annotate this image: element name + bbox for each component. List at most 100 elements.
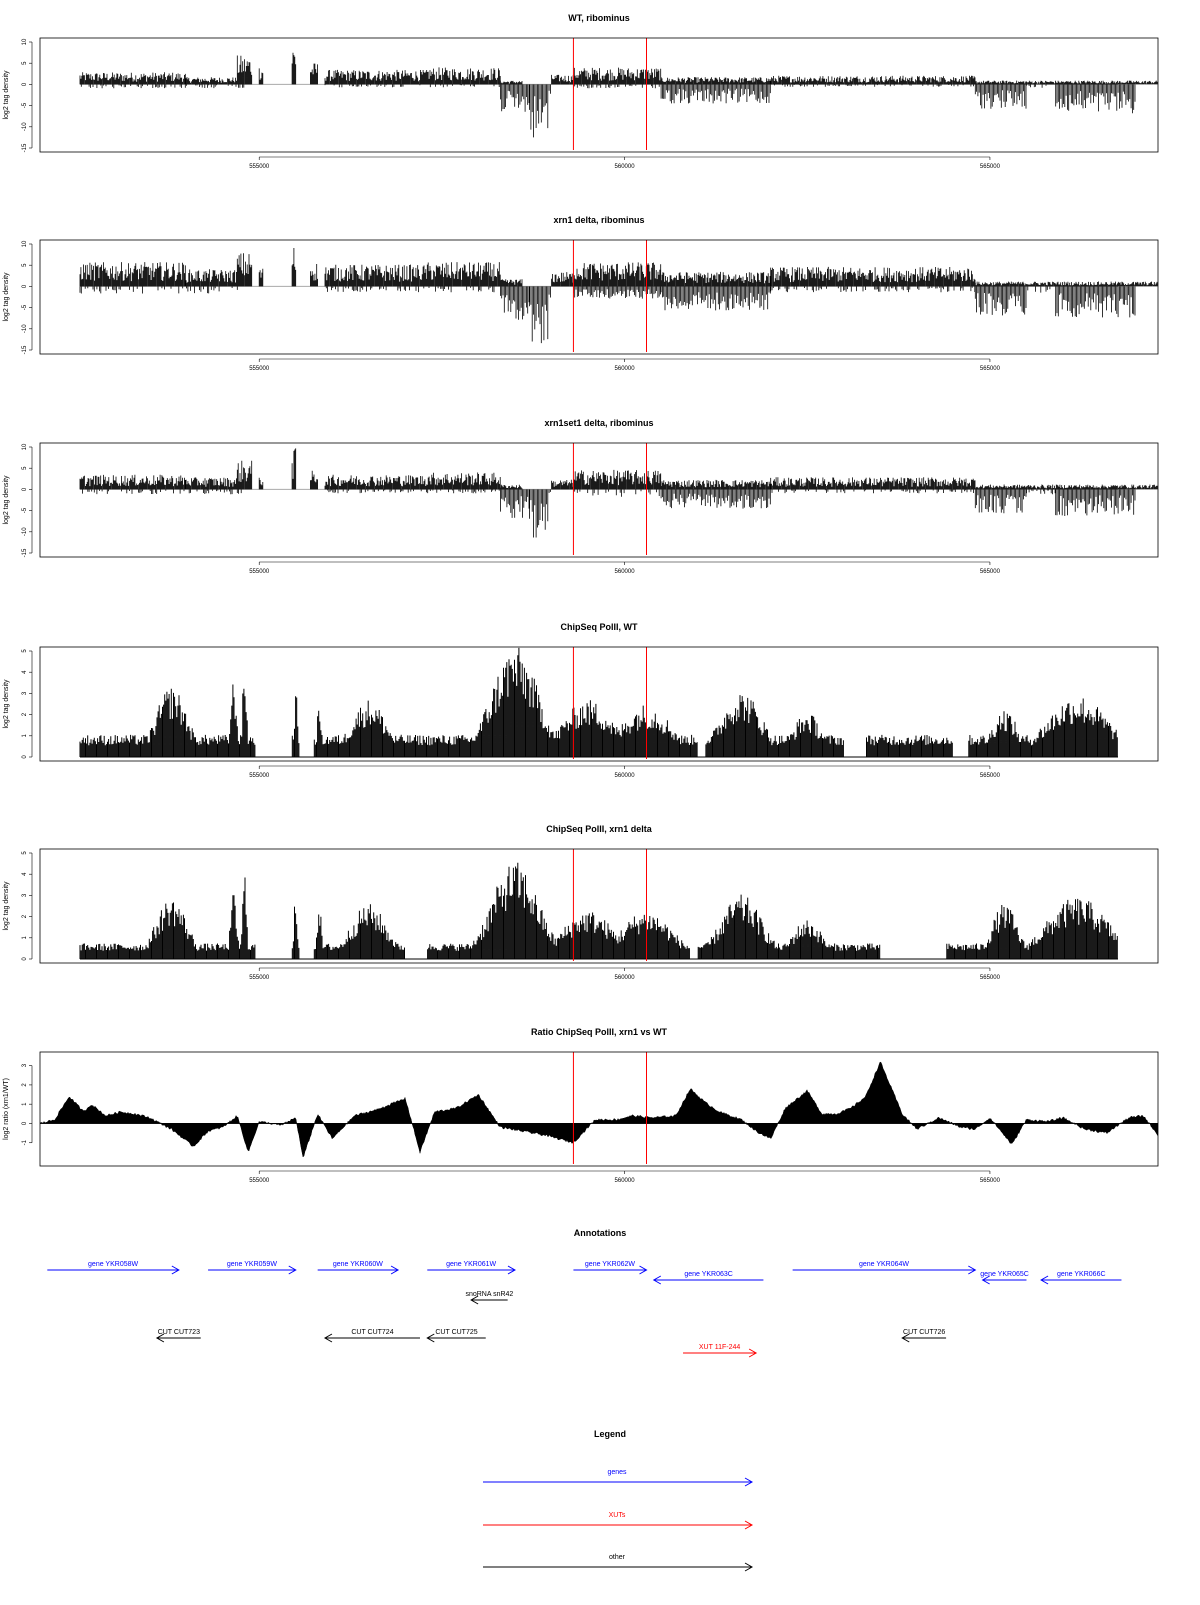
y-tick-label: -5 (22, 102, 28, 108)
chart-panel-4: ChipSeq PolII, WT log2 tag density 0 1 2 3 4 55… (3, 622, 1159, 779)
arrow-head (639, 1265, 648, 1275)
arrow-head (981, 1275, 990, 1285)
chart-panel-3: xrn1set1 delta, ribominus log2 tag densit… (3, 418, 1159, 575)
y-tick-label: 3 (22, 893, 28, 897)
arrow-head (901, 1333, 910, 1343)
x-tick-label: 565000 (980, 1178, 1001, 1184)
annotations-panel: Annotations gene YKR058W gene YKR059W gene … (47, 1228, 1122, 1358)
other-feature: CUT CUT725 (426, 1329, 486, 1343)
x-tick-label: 560000 (615, 569, 636, 575)
y-axis-label: log2 tag density (3, 475, 10, 525)
gene-feature: gene YKR064W (792, 1261, 977, 1275)
arrow-head (744, 1520, 754, 1530)
plot-frame (39, 848, 1159, 964)
y-tick-label: 1 (22, 733, 28, 737)
y-tick-label: 3 (22, 691, 28, 695)
y-tick-label: 2 (22, 1083, 28, 1087)
chart-title: ChipSeq PolII, WT (561, 622, 638, 632)
y-tick-label: 0 (22, 755, 28, 759)
y-tick-label: 5 (22, 466, 28, 470)
y-tick-label: -15 (22, 345, 28, 354)
legend: Legend genes XUTs other (483, 1429, 754, 1572)
x-axis: 555000 560000 565000 (249, 358, 1001, 372)
x-tick-label: 560000 (615, 164, 636, 170)
legend-item-label: XUTs (609, 1512, 626, 1519)
x-tick-label: 555000 (249, 569, 270, 575)
negative-strand-bars (80, 84, 1136, 138)
other-label: CUT CUT723 (158, 1329, 200, 1336)
y-tick-label: -5 (22, 304, 28, 310)
gene-label: gene YKR059W (227, 1261, 277, 1268)
y-tick-label: 5 (22, 61, 28, 65)
other-label: CUT CUT724 (351, 1329, 393, 1336)
x-axis: 555000 560000 565000 (249, 561, 1001, 575)
chart-title: WT, ribominus (568, 13, 630, 23)
gene-label: gene YKR061W (446, 1261, 496, 1268)
x-tick-label: 555000 (249, 1178, 270, 1184)
legend-item-label: genes (607, 1469, 627, 1476)
y-tick-label: 0 (22, 82, 28, 86)
x-axis: 555000 560000 565000 (249, 765, 1001, 779)
y-axis: -1 0 1 2 3 (22, 1063, 33, 1145)
y-axis: -15 -10 -5 0 5 10 (22, 38, 33, 152)
y-tick-label: 2 (22, 712, 28, 716)
legend-item-label: other (609, 1554, 626, 1561)
plot-frame (39, 442, 1159, 558)
x-tick-label: 555000 (249, 366, 270, 372)
chart-title: xrn1 delta, ribominus (553, 215, 644, 225)
x-tick-label: 565000 (980, 164, 1001, 170)
y-tick-label: 3 (22, 1063, 28, 1067)
arrow-head (1040, 1275, 1049, 1285)
y-axis: -15 -10 -5 0 5 10 (22, 443, 33, 557)
y-axis-label: log2 tag density (3, 272, 10, 322)
y-axis: -15 -10 -5 0 5 10 (22, 240, 33, 354)
annotations-title: Annotations (574, 1228, 627, 1238)
y-tick-label: 5 (22, 263, 28, 267)
arrow-head (507, 1265, 516, 1275)
other-feature: CUT CUT724 (323, 1329, 420, 1343)
data-series (79, 248, 1158, 344)
y-tick-label: 0 (22, 284, 28, 288)
other-label: snoRNA snR42 (465, 1291, 513, 1298)
legend-title: Legend (594, 1429, 626, 1439)
chart-title: xrn1set1 delta, ribominus (544, 418, 653, 428)
y-tick-label: 10 (22, 443, 28, 450)
chip-bars (79, 647, 1118, 757)
gene-label: gene YKR064W (859, 1261, 909, 1268)
chart-title: ChipSeq PolII, xrn1 delta (546, 824, 653, 834)
x-tick-label: 560000 (615, 366, 636, 372)
arrow-head (288, 1265, 297, 1275)
y-tick-label: 1 (22, 1102, 28, 1106)
arrow-head (968, 1265, 977, 1275)
negative-strand-bars (79, 286, 1136, 344)
y-tick-label: -10 (22, 527, 28, 536)
chart-panel-5: ChipSeq PolII, xrn1 delta log2 tag densit… (3, 824, 1159, 981)
plot-frame (39, 239, 1159, 355)
chart-panel-6: Ratio ChipSeq PolII, xrn1 vs WT log2 rati… (3, 1027, 1159, 1184)
chart-panel-1: WT, ribominus log2 tag density -15 -10 -5 0 5 1… (3, 13, 1159, 170)
x-axis: 555000 560000 565000 (249, 156, 1001, 170)
data-series (79, 647, 1118, 758)
y-axis: 0 1 2 3 4 5 (22, 851, 33, 961)
y-axis-label: log2 ratio (xrn1/WT) (3, 1078, 10, 1140)
arrow-head (426, 1333, 435, 1343)
chip-bars (79, 862, 1118, 959)
arrow-head (171, 1265, 180, 1275)
y-axis-label: log2 tag density (3, 679, 10, 729)
chart-title: Ratio ChipSeq PolII, xrn1 vs WT (531, 1027, 668, 1037)
positive-strand-bars (79, 448, 1158, 490)
plot-frame (39, 646, 1159, 762)
other-feature: CUT CUT723 (155, 1329, 201, 1343)
ratio-area (40, 1061, 1158, 1158)
y-tick-label: 4 (22, 670, 28, 674)
y-axis-label: log2 tag density (3, 881, 10, 931)
arrow-head (470, 1295, 479, 1305)
positive-strand-bars (79, 248, 1158, 287)
data-series (79, 862, 1118, 960)
x-tick-label: 560000 (615, 1178, 636, 1184)
xut-label: XUT 11F-244 (699, 1344, 740, 1351)
other-label: CUT CUT725 (435, 1329, 477, 1336)
gene-feature: gene YKR065C (980, 1271, 1029, 1285)
gene-label: gene YKR062W (585, 1261, 635, 1268)
